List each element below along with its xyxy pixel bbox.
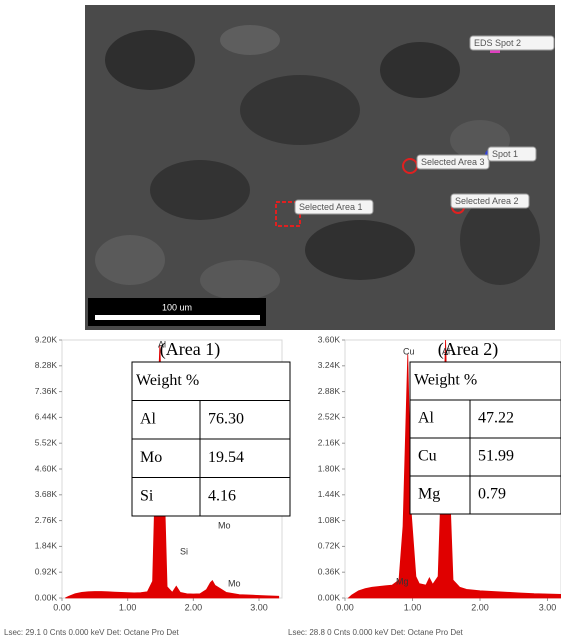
- y-tick-label: 0.72K: [318, 541, 341, 551]
- y-tick-label: 1.80K: [318, 463, 341, 473]
- y-tick-label: 2.16K: [318, 437, 341, 447]
- y-tick-label: 1.84K: [35, 541, 58, 551]
- y-tick-label: 8.28K: [35, 360, 58, 370]
- table-header: Weight %: [414, 372, 477, 389]
- footer: Lsec: 28.8 0 Cnts 0.000 keV Det: Octane …: [288, 628, 464, 637]
- footer: Lsec: 29.1 0 Cnts 0.000 keV Det: Octane …: [4, 628, 180, 637]
- y-tick-label: 3.60K: [318, 334, 341, 344]
- y-tick-label: 0.00K: [35, 592, 58, 602]
- y-tick-label: 2.52K: [318, 412, 341, 422]
- x-tick-label: 2.00: [185, 602, 203, 612]
- y-tick-label: 5.52K: [35, 437, 58, 447]
- x-tick-label: 0.00: [53, 602, 71, 612]
- peak-label: Mo: [218, 520, 231, 530]
- image-label: EDS Spot 2: [474, 38, 521, 48]
- table-cell: 47.22: [478, 410, 514, 427]
- table-header: Weight %: [136, 372, 199, 389]
- x-tick-label: 0.00: [336, 602, 354, 612]
- table-cell: Mg: [418, 486, 440, 503]
- table-cell: Cu: [418, 448, 437, 465]
- figure: EDS Spot 2 Selected Area 3 Spot 1 Selected …: [0, 0, 561, 643]
- y-tick-label: 3.24K: [318, 360, 341, 370]
- y-tick-label: 3.68K: [35, 489, 58, 499]
- scale-bar-label: 100 um: [162, 302, 192, 312]
- table-title: (Area 2): [438, 339, 498, 360]
- x-tick-label: 3.00: [539, 602, 557, 612]
- image-label: Selected Area 2: [455, 196, 519, 206]
- table-cell: 0.79: [478, 486, 506, 503]
- y-tick-label: 0.00K: [318, 592, 341, 602]
- peak-label: Si: [180, 546, 188, 556]
- table-cell: 76.30: [208, 410, 244, 427]
- peak-label: Cu: [403, 346, 415, 356]
- y-tick-label: 2.76K: [35, 515, 58, 525]
- y-tick-label: 9.20K: [35, 334, 58, 344]
- x-tick-label: 1.00: [404, 602, 422, 612]
- table-cell: Mo: [140, 449, 162, 466]
- image-label: Spot 1: [492, 149, 518, 159]
- x-tick-label: 2.00: [471, 602, 489, 612]
- peak-label: Mg: [396, 576, 409, 586]
- table-cell: Si: [140, 487, 154, 504]
- y-tick-label: 6.44K: [35, 412, 58, 422]
- table-cell: 19.54: [208, 449, 244, 466]
- peak-label: Mo: [228, 578, 241, 588]
- table-title: (Area 1): [160, 339, 220, 360]
- y-tick-label: 4.60K: [35, 463, 58, 473]
- x-tick-label: 3.00: [250, 602, 268, 612]
- table-cell: 51.99: [478, 448, 514, 465]
- y-tick-label: 1.44K: [318, 489, 341, 499]
- y-tick-label: 0.92K: [35, 566, 58, 576]
- y-tick-label: 7.36K: [35, 386, 58, 396]
- x-tick-label: 1.00: [119, 602, 137, 612]
- table-cell: 4.16: [208, 487, 236, 504]
- image-label: Selected Area 3: [421, 157, 485, 167]
- table-cell: Al: [140, 410, 157, 427]
- table-cell: Al: [418, 410, 435, 427]
- y-tick-label: 1.08K: [318, 515, 341, 525]
- y-tick-label: 2.88K: [318, 386, 341, 396]
- image-label: Selected Area 1: [299, 202, 363, 212]
- y-tick-label: 0.36K: [318, 566, 341, 576]
